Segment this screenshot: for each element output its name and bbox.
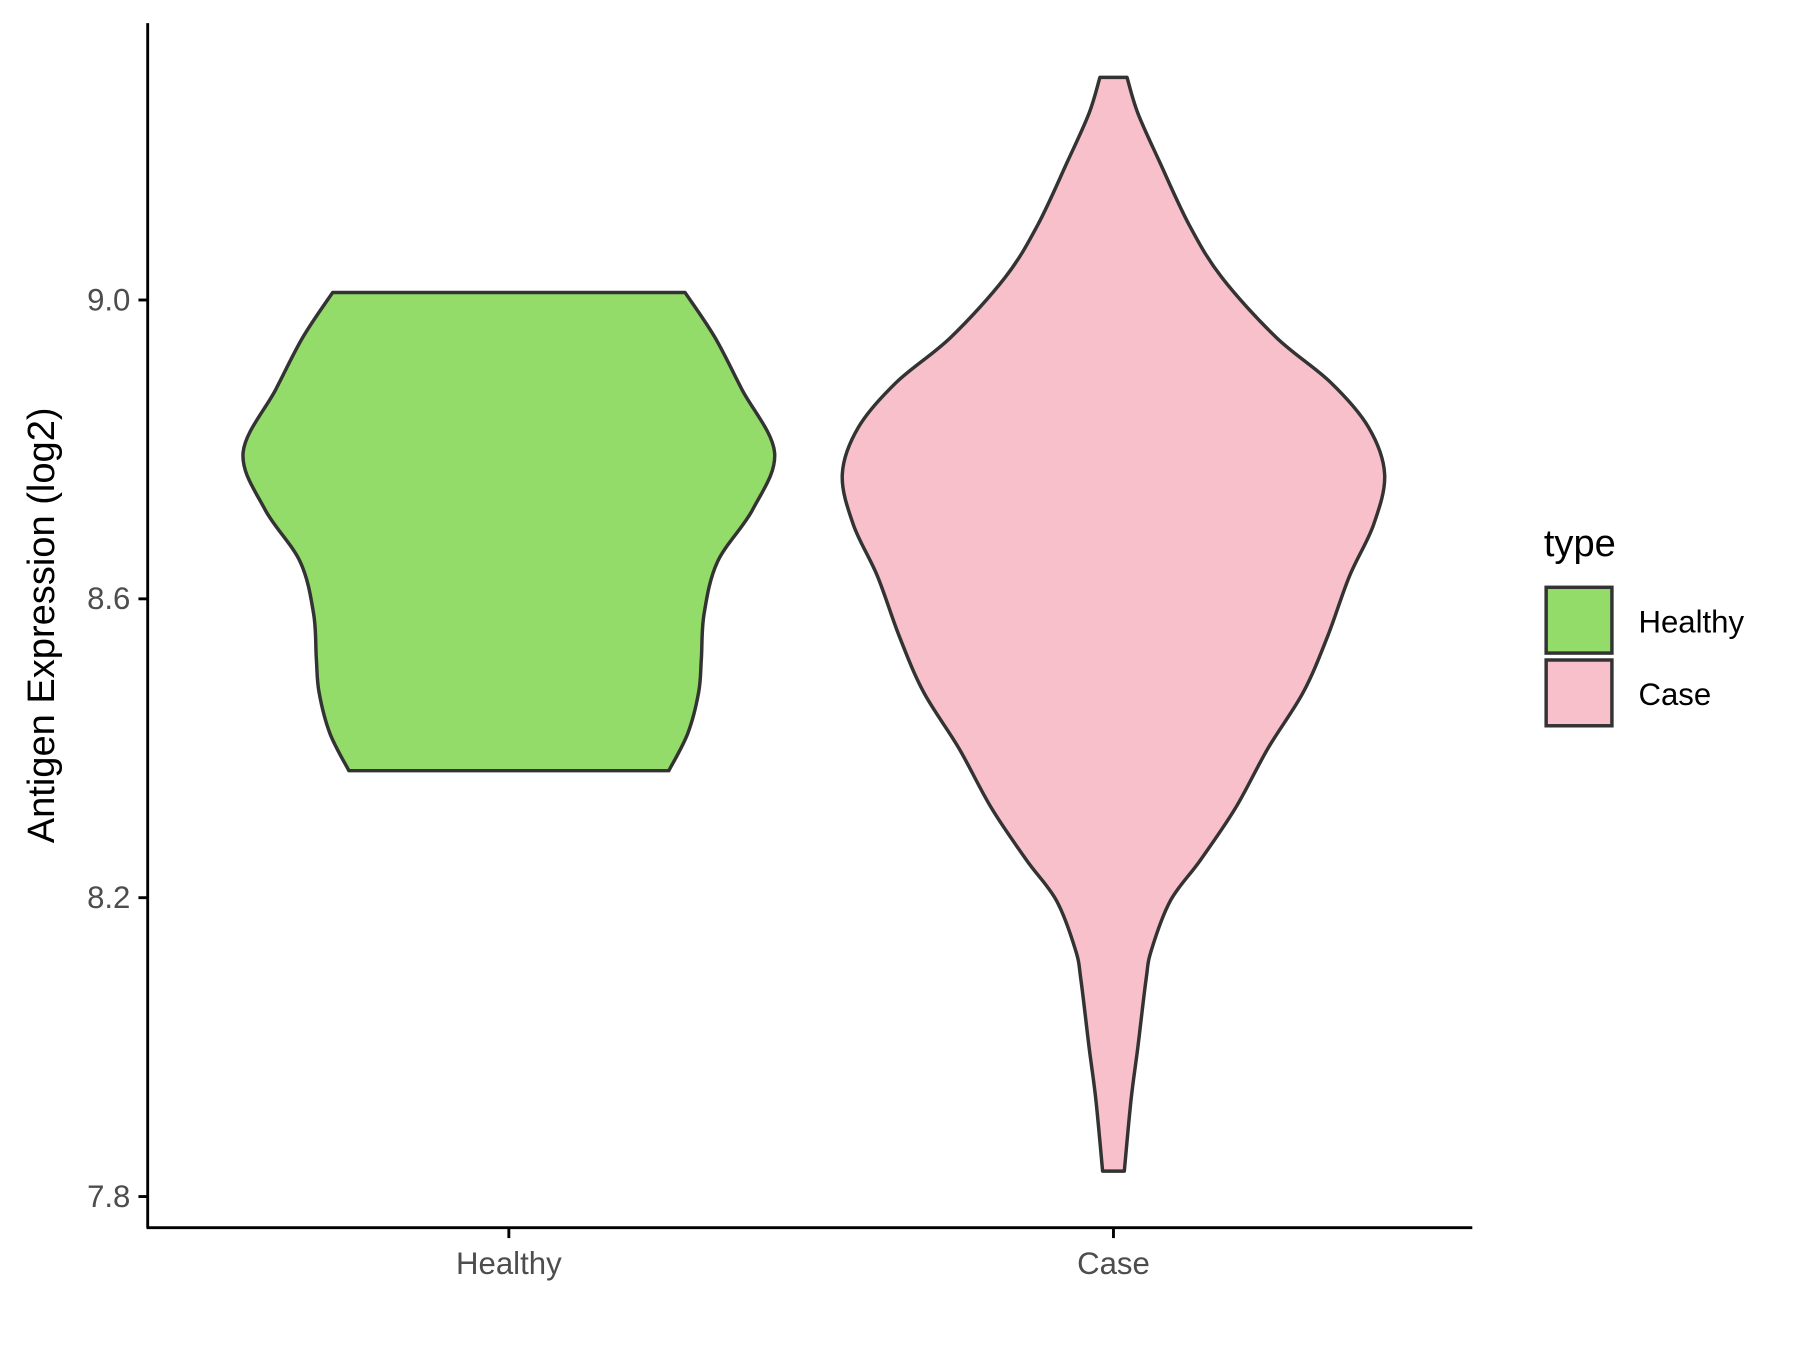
violins	[241, 75, 1387, 1173]
violin-case	[840, 75, 1387, 1173]
x-tick-label: Healthy	[456, 1246, 562, 1281]
legend-key-healthy	[1544, 585, 1614, 655]
y-tick-label: 9.0	[87, 282, 130, 317]
violin-healthy	[241, 290, 777, 773]
y-tick-label: 8.2	[87, 880, 130, 915]
x-ticks: Healthy Case	[456, 1227, 1150, 1281]
y-tick-label: 7.8	[87, 1179, 130, 1214]
legend-label: Case	[1638, 677, 1711, 712]
y-tick-label: 8.6	[87, 581, 130, 616]
legend-key-case	[1544, 658, 1614, 728]
legend: type Healthy Case	[1544, 523, 1744, 728]
y-axis-label: Antigen Expression (log2)	[21, 407, 63, 843]
y-ticks: 7.8 8.2 8.6 9.0	[87, 282, 148, 1214]
legend-title: type	[1544, 523, 1616, 565]
legend-label: Healthy	[1638, 604, 1744, 639]
x-tick-label: Case	[1077, 1246, 1150, 1281]
